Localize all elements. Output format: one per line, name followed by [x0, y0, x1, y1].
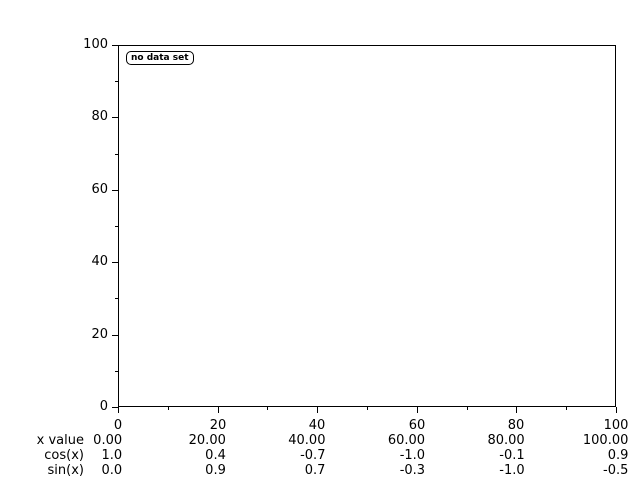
- x-major-tick: [516, 407, 517, 413]
- y-major-tick: [112, 262, 118, 263]
- x-minor-tick: [267, 407, 268, 410]
- y-minor-tick: [115, 371, 118, 372]
- x-tick-label: 40: [308, 418, 326, 433]
- y-major-tick: [112, 190, 118, 191]
- y-tick-label: 0: [99, 399, 108, 414]
- x-minor-tick: [566, 407, 567, 410]
- y-tick-label: 40: [91, 254, 108, 269]
- x-tick-label: 20: [209, 418, 227, 433]
- y-major-tick: [112, 45, 118, 46]
- y-tick-label: 20: [91, 327, 108, 342]
- x-minor-tick: [367, 407, 368, 410]
- legend-label: no data set: [131, 53, 189, 63]
- table-cell: 40.00: [288, 433, 326, 448]
- x-major-tick: [118, 407, 119, 413]
- x-major-tick: [218, 407, 219, 413]
- y-major-tick: [112, 117, 118, 118]
- table-cell: -1.0: [499, 463, 525, 478]
- x-minor-tick: [168, 407, 169, 410]
- table-row-label: cos(x): [44, 448, 84, 463]
- table-cell: 20.00: [188, 433, 226, 448]
- table-cell: 60.00: [387, 433, 426, 448]
- x-tick-label: 60: [408, 418, 426, 433]
- table-row-label: sin(x): [47, 463, 84, 478]
- x-tick-label: 100: [603, 418, 629, 433]
- table-cell: 100.00: [582, 433, 629, 448]
- x-major-tick: [616, 407, 617, 413]
- table-cell: -1.0: [399, 448, 426, 463]
- table-cell: 1.0: [101, 448, 123, 463]
- table-cell: 80.00: [487, 433, 525, 448]
- plot-area: [118, 45, 616, 407]
- y-minor-tick: [115, 298, 118, 299]
- y-tick-label: 60: [91, 182, 108, 197]
- table-cell: -0.3: [399, 463, 426, 478]
- x-tick-label: 80: [507, 418, 525, 433]
- x-major-tick: [317, 407, 318, 413]
- table-cell: 0.9: [607, 448, 629, 463]
- table-cell: 0.0: [101, 463, 123, 478]
- table-cell: 0.00: [93, 433, 123, 448]
- table-cell: 0.7: [304, 463, 326, 478]
- y-major-tick: [112, 335, 118, 336]
- y-tick-label: 100: [83, 37, 108, 52]
- x-major-tick: [417, 407, 418, 413]
- y-major-tick: [112, 407, 118, 408]
- y-tick-label: 80: [91, 109, 108, 124]
- x-tick-label: 0: [113, 418, 123, 433]
- table-cell: -0.5: [603, 463, 629, 478]
- y-minor-tick: [115, 226, 118, 227]
- table-cell: 0.9: [205, 463, 226, 478]
- table-cell: 0.4: [205, 448, 226, 463]
- y-minor-tick: [115, 154, 118, 155]
- x-minor-tick: [467, 407, 468, 410]
- legend: no data set: [126, 51, 194, 65]
- table-row-label: x value: [36, 433, 84, 448]
- table-cell: -0.7: [300, 448, 326, 463]
- table-cell: -0.1: [499, 448, 525, 463]
- y-minor-tick: [115, 81, 118, 82]
